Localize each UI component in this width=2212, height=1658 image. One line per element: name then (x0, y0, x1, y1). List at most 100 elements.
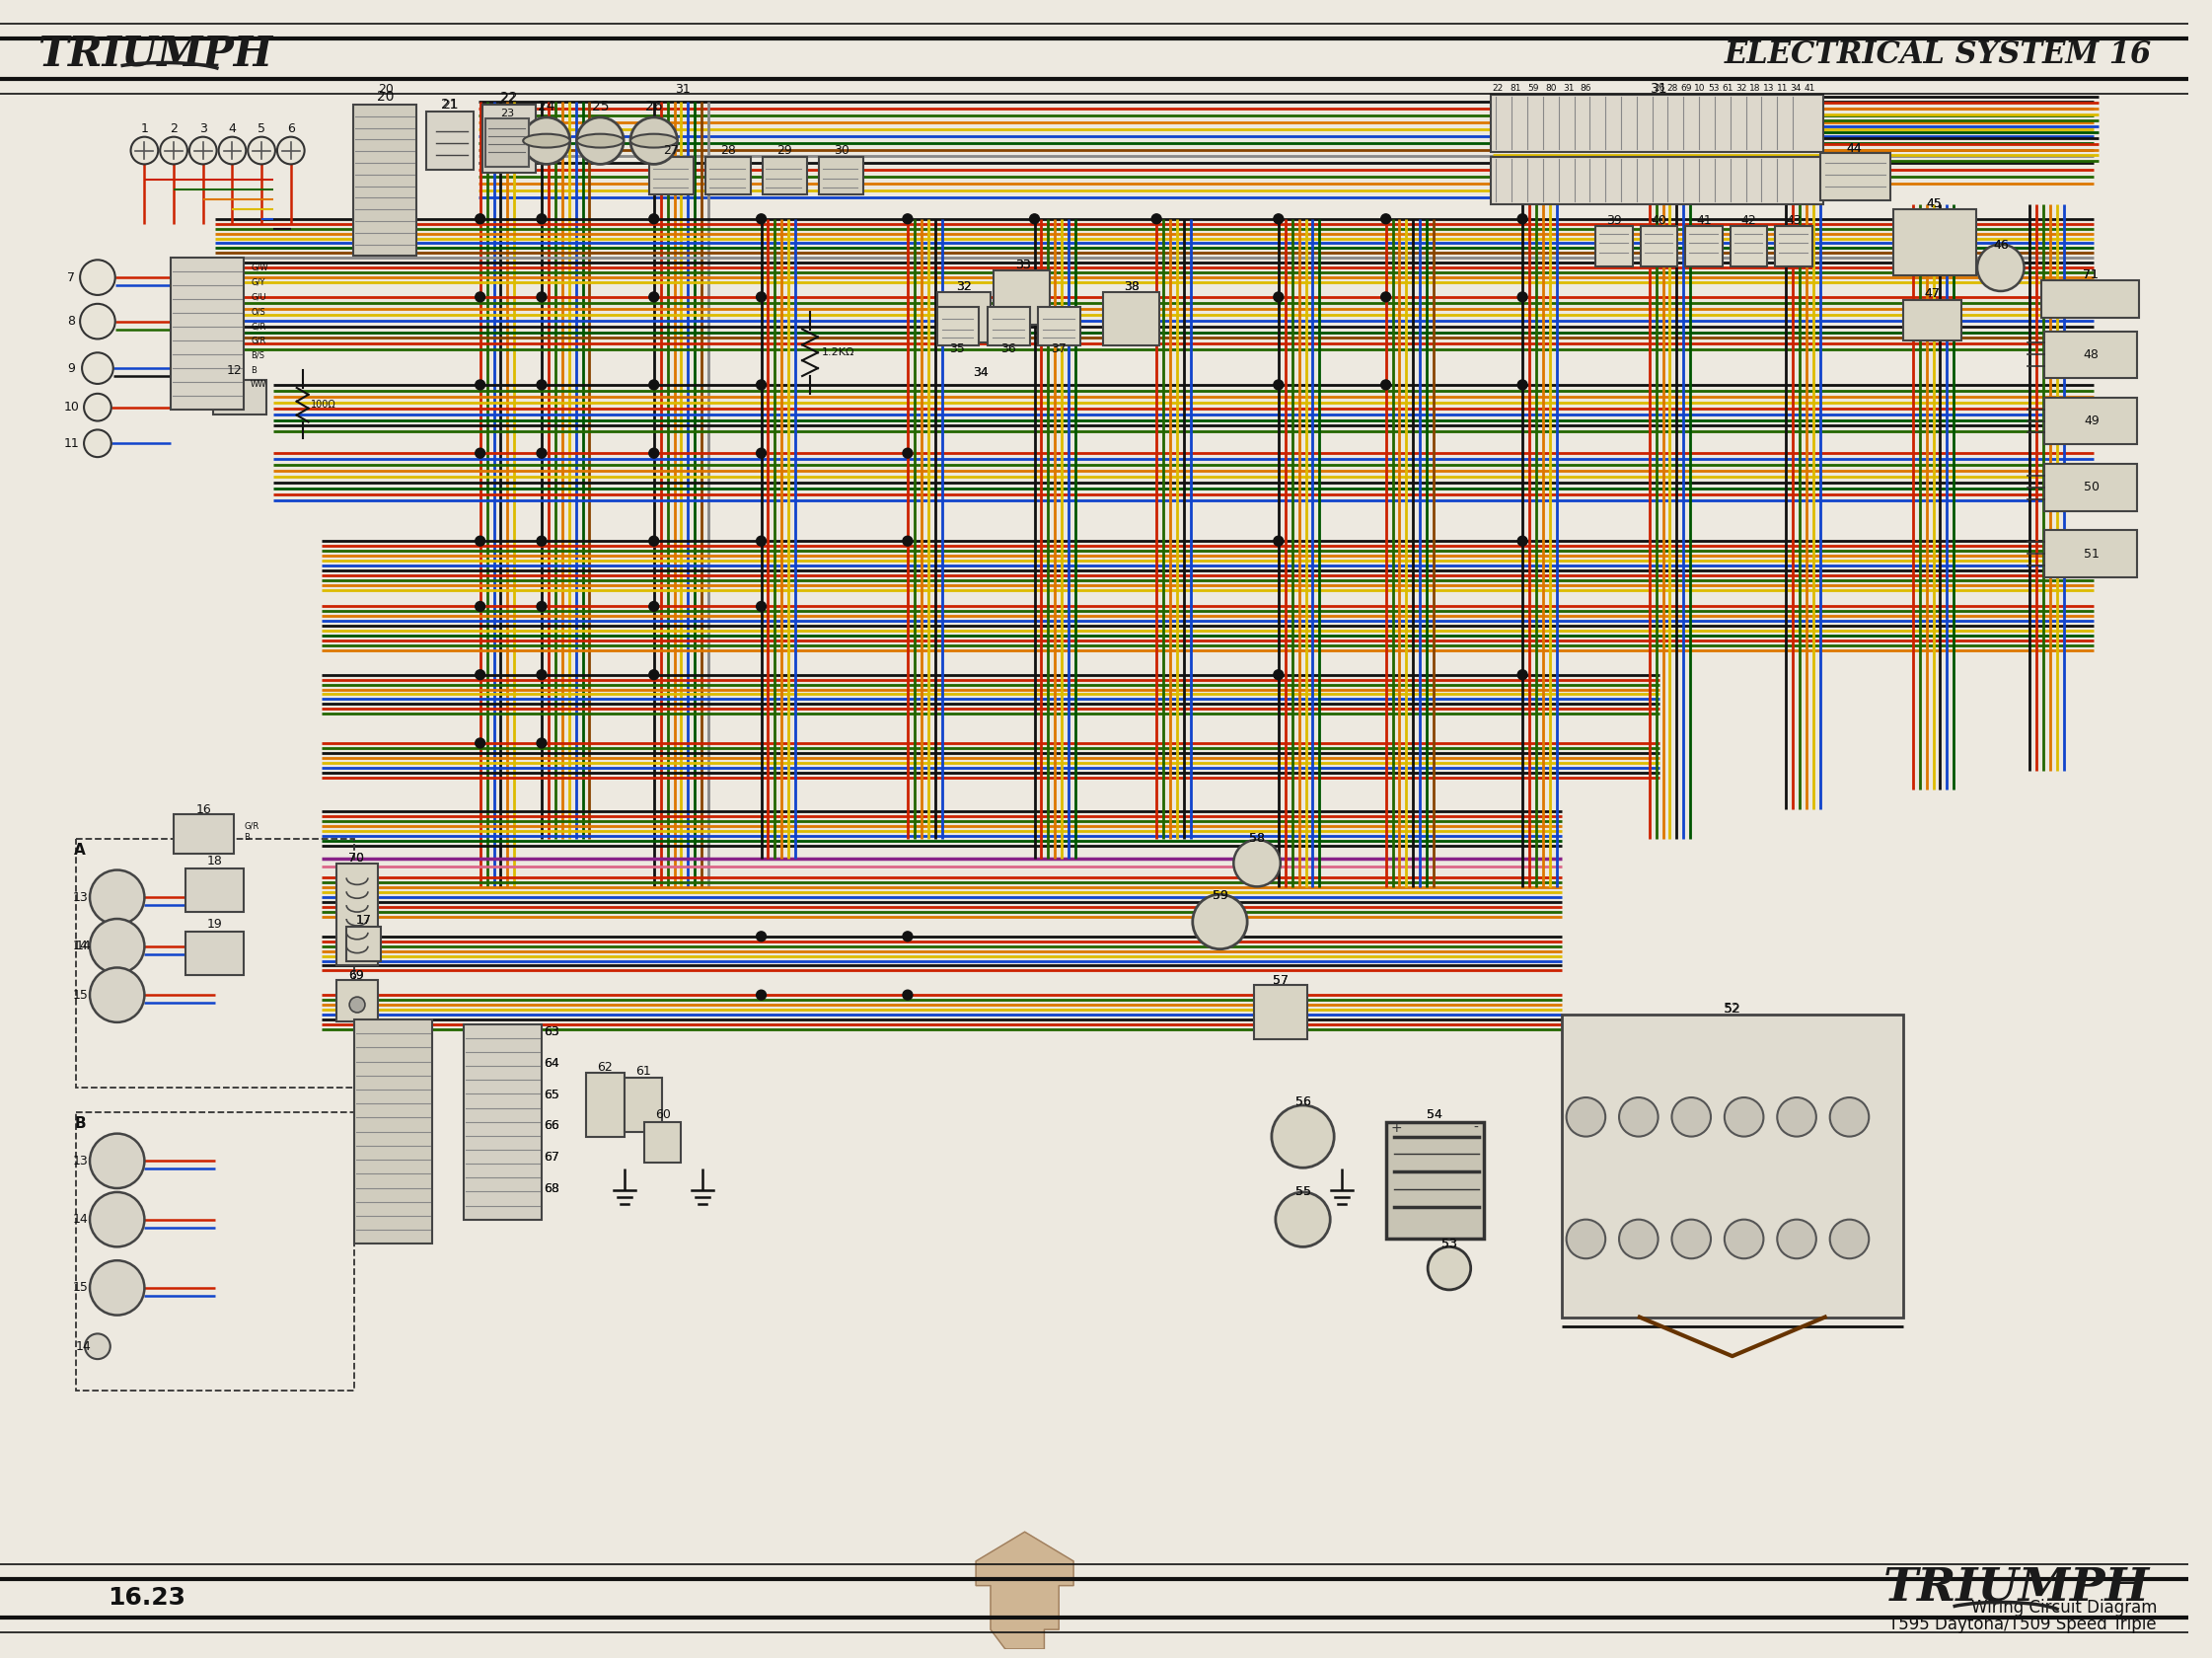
Text: G/U: G/U (250, 292, 265, 302)
Text: 65: 65 (544, 1088, 560, 1101)
Text: 28: 28 (1668, 85, 1679, 93)
Text: 5: 5 (257, 123, 265, 136)
Text: 13: 13 (73, 1154, 88, 1167)
Bar (465, 1025, 542, 1220)
Text: -: - (1473, 1121, 1478, 1134)
Text: 38: 38 (1124, 280, 1139, 293)
Text: 30: 30 (834, 144, 849, 158)
Circle shape (476, 448, 484, 458)
Text: 69: 69 (349, 968, 365, 982)
Circle shape (1619, 1098, 1659, 1136)
Circle shape (1276, 1192, 1329, 1247)
Ellipse shape (630, 134, 677, 148)
Bar (75, 839, 354, 1088)
Text: 32: 32 (956, 280, 971, 293)
Circle shape (902, 448, 914, 458)
Text: 27: 27 (664, 144, 679, 158)
Text: G/R: G/R (243, 822, 259, 831)
Bar (427, 111, 473, 171)
Bar (993, 270, 1051, 325)
Text: 52: 52 (1723, 1001, 1741, 1016)
Text: 100Ω: 100Ω (310, 400, 336, 410)
Text: G/R: G/R (250, 337, 265, 345)
Text: 17: 17 (356, 914, 372, 927)
Text: 13: 13 (73, 890, 88, 904)
Text: 58: 58 (1250, 832, 1265, 846)
Circle shape (648, 292, 659, 302)
Text: 45: 45 (1927, 197, 1942, 211)
Text: A: A (75, 842, 86, 857)
Text: 20: 20 (378, 83, 394, 96)
Text: 22: 22 (500, 91, 515, 104)
Circle shape (476, 738, 484, 748)
Circle shape (1517, 380, 1526, 390)
Bar (170, 259, 243, 410)
Circle shape (476, 536, 484, 545)
Bar (336, 864, 378, 965)
Text: 53: 53 (1708, 85, 1719, 93)
Text: 81: 81 (1511, 85, 1522, 93)
Text: 14: 14 (73, 940, 88, 953)
Bar (2044, 531, 2137, 577)
Bar (75, 1113, 354, 1391)
Bar (938, 292, 991, 343)
Text: 37: 37 (1051, 342, 1066, 355)
Circle shape (757, 292, 765, 302)
Circle shape (91, 1134, 144, 1189)
Text: 57: 57 (1272, 973, 1287, 987)
Circle shape (757, 990, 765, 1000)
Bar (624, 1078, 661, 1132)
Text: 70: 70 (347, 852, 365, 865)
Circle shape (1725, 1098, 1763, 1136)
Circle shape (1978, 244, 2024, 292)
Circle shape (1029, 214, 1040, 224)
Text: 14: 14 (75, 940, 91, 953)
Text: 66: 66 (544, 1119, 560, 1132)
Text: 16: 16 (197, 802, 212, 816)
Text: 16.23: 16.23 (108, 1587, 186, 1610)
Bar (1641, 225, 1677, 267)
Circle shape (757, 536, 765, 545)
Text: 44: 44 (1847, 143, 1863, 154)
Circle shape (476, 214, 484, 224)
Text: 36: 36 (1000, 342, 1015, 355)
Bar (938, 307, 980, 347)
Text: 10: 10 (1694, 85, 1705, 93)
Text: 31: 31 (1650, 83, 1668, 96)
Circle shape (757, 602, 765, 612)
Circle shape (1274, 380, 1283, 390)
Circle shape (476, 602, 484, 612)
Text: 1: 1 (142, 123, 148, 136)
Text: 34: 34 (1790, 85, 1801, 93)
Text: 11: 11 (1776, 85, 1787, 93)
Circle shape (648, 380, 659, 390)
Circle shape (1517, 536, 1526, 545)
Text: B: B (75, 1116, 86, 1131)
Text: 40: 40 (1650, 214, 1668, 227)
Text: 32: 32 (956, 280, 971, 293)
Text: 54: 54 (1427, 1109, 1442, 1121)
Circle shape (902, 214, 914, 224)
Bar (175, 814, 234, 854)
Circle shape (82, 353, 113, 385)
Text: O/S: O/S (250, 307, 265, 317)
Text: +: + (1391, 1121, 1402, 1134)
Text: B/S: B/S (250, 351, 265, 360)
Ellipse shape (522, 134, 571, 148)
Circle shape (538, 602, 546, 612)
Text: 71: 71 (2084, 269, 2099, 280)
Text: 20: 20 (376, 90, 394, 104)
Bar (212, 380, 265, 414)
Text: 29: 29 (776, 144, 792, 158)
Text: 55: 55 (1294, 1185, 1312, 1199)
Text: 68: 68 (544, 1182, 560, 1195)
Bar (186, 932, 243, 975)
Bar (818, 158, 863, 194)
Text: 50: 50 (2084, 481, 2099, 494)
Circle shape (91, 1192, 144, 1247)
Text: 12: 12 (226, 363, 241, 376)
Text: 70: 70 (347, 852, 365, 865)
Bar (347, 927, 380, 960)
Text: 34: 34 (973, 366, 989, 378)
Circle shape (91, 968, 144, 1023)
